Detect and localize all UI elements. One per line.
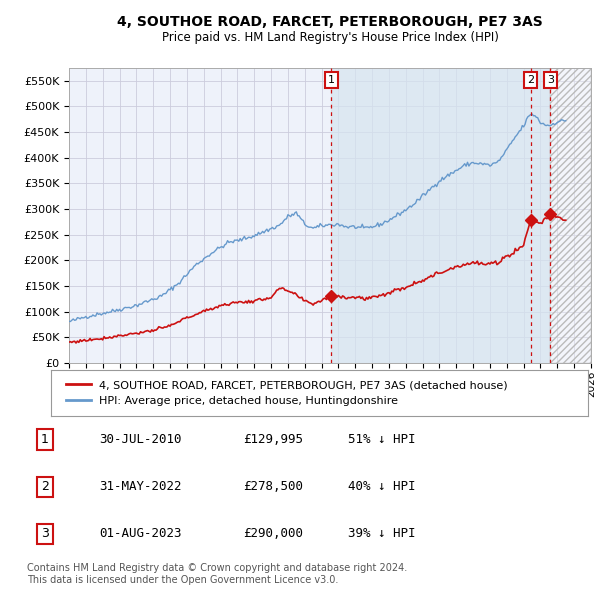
Text: 2: 2 [527, 75, 534, 85]
Text: 3: 3 [41, 527, 49, 540]
Bar [550, 68, 591, 363]
Text: 31-MAY-2022: 31-MAY-2022 [99, 480, 182, 493]
Text: 1: 1 [328, 75, 335, 85]
Text: Price paid vs. HM Land Registry's House Price Index (HPI): Price paid vs. HM Land Registry's House … [161, 31, 499, 44]
Text: £129,995: £129,995 [243, 433, 303, 446]
Text: 01-AUG-2023: 01-AUG-2023 [99, 527, 182, 540]
Text: 30-JUL-2010: 30-JUL-2010 [99, 433, 182, 446]
Text: 51% ↓ HPI: 51% ↓ HPI [348, 433, 415, 446]
Bar [550, 68, 591, 363]
Text: Contains HM Land Registry data © Crown copyright and database right 2024.: Contains HM Land Registry data © Crown c… [27, 563, 407, 573]
Text: 4, SOUTHOE ROAD, FARCET, PETERBOROUGH, PE7 3AS: 4, SOUTHOE ROAD, FARCET, PETERBOROUGH, P… [117, 15, 543, 29]
Text: 1: 1 [41, 433, 49, 446]
Text: £278,500: £278,500 [243, 480, 303, 493]
Text: This data is licensed under the Open Government Licence v3.0.: This data is licensed under the Open Gov… [27, 575, 338, 585]
Text: £290,000: £290,000 [243, 527, 303, 540]
Legend: 4, SOUTHOE ROAD, FARCET, PETERBOROUGH, PE7 3AS (detached house), HPI: Average pr: 4, SOUTHOE ROAD, FARCET, PETERBOROUGH, P… [62, 376, 512, 410]
Text: 39% ↓ HPI: 39% ↓ HPI [348, 527, 415, 540]
Text: 3: 3 [547, 75, 554, 85]
Bar [331, 68, 550, 363]
Bar [550, 68, 591, 363]
Text: 2: 2 [41, 480, 49, 493]
Text: 40% ↓ HPI: 40% ↓ HPI [348, 480, 415, 493]
